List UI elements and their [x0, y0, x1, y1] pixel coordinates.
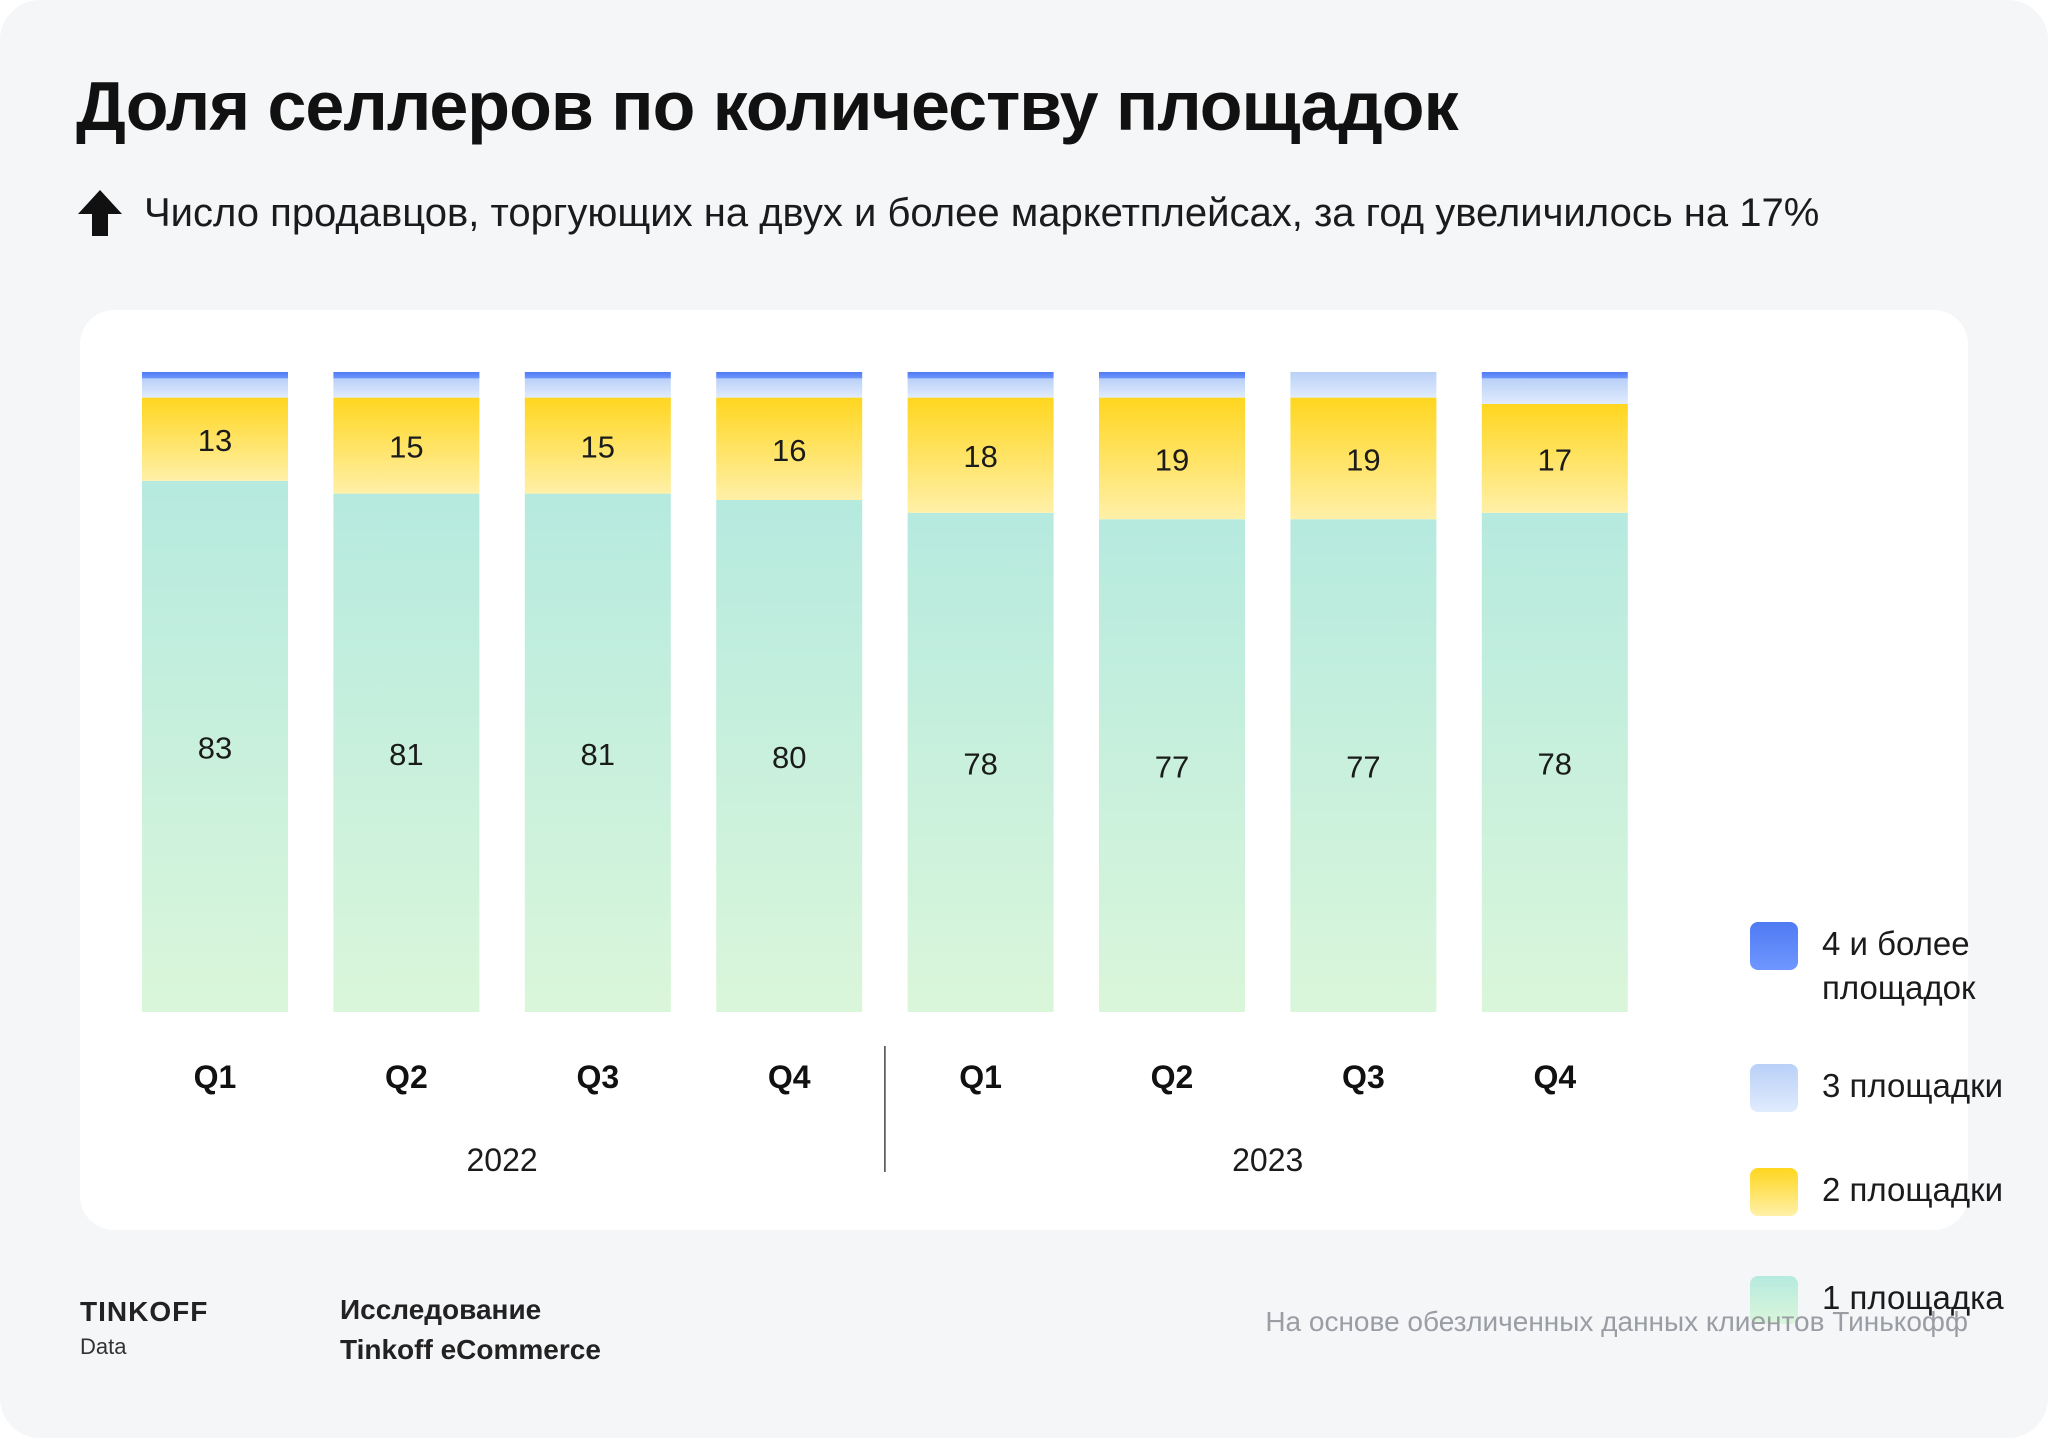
stacked-bar-chart: 83 13 Q1 81 15 Q2 81 15 Q3 80 16 Q4 78 18 Q1 77 19 Q2 77 19…: [142, 372, 1628, 1178]
legend-swatch-4plus: [1750, 922, 1798, 970]
legend-label-4plus: 4 и более площадок: [1822, 925, 1976, 1006]
bar-segment-q2-2023-s2: [1099, 397, 1245, 520]
legend-swatch-2: [1750, 1168, 1798, 1216]
bar-segment-q1-2023-s2: [907, 397, 1054, 513]
bar-segment-q2-2022-s4: [333, 372, 480, 379]
data-label-2-площадки: 19: [1346, 442, 1380, 477]
data-label-2-площадки: 19: [1155, 442, 1189, 477]
bar-segment-q1-2023-s3: [907, 378, 1054, 398]
bar-segment-q4-2022-s4: [716, 372, 863, 379]
bar-segment-q3-2022-s4: [524, 372, 671, 379]
data-label-2-площадки: 17: [1538, 442, 1572, 477]
year-group-label: 2022: [467, 1142, 538, 1178]
bar-segment-q2-2022-s3: [333, 378, 480, 398]
bar-segment-q3-2023-s1: [1290, 519, 1437, 1012]
legend-label-1: 1 площадка: [1822, 1279, 2004, 1316]
data-label-1-площадка: 80: [772, 740, 806, 775]
x-tick-label: Q1: [194, 1059, 237, 1095]
legend-label-3: 3 площадки: [1822, 1067, 2004, 1104]
legend-label-2: 2 площадки: [1822, 1171, 2004, 1208]
subtitle: Число продавцов, торгующих на двух и бол…: [144, 190, 1820, 235]
bar-segment-q2-2023-s3: [1099, 378, 1245, 398]
x-tick-label: Q3: [576, 1059, 619, 1095]
bar-segment-q1-2022-s1: [142, 480, 288, 1012]
data-label-2-площадки: 13: [198, 423, 232, 458]
bar-segment-q3-2023-s3: [1290, 372, 1437, 398]
bar-segment-q1-2023-s4: [907, 372, 1054, 379]
bar-segment-q4-2023-s1: [1481, 512, 1628, 1012]
bar-segment-q4-2022-s2: [716, 397, 863, 500]
x-tick-label: Q1: [959, 1059, 1002, 1095]
bar-segment-q1-2023-s1: [907, 512, 1054, 1012]
study-line-1: Исследование: [340, 1294, 542, 1325]
study-line-2: Tinkoff eCommerce: [340, 1334, 601, 1365]
legend-swatch-3: [1750, 1064, 1798, 1112]
chart-card: 83 13 Q1 81 15 Q2 81 15 Q3 80 16 Q4 78 18 Q1 77 19 Q2 77 19…: [80, 310, 2004, 1324]
year-group-label: 2023: [1232, 1142, 1303, 1178]
data-label-1-площадка: 81: [389, 737, 423, 772]
bar-segment-q2-2023-s4: [1099, 372, 1245, 379]
data-label-1-площадка: 83: [198, 730, 232, 765]
data-label-1-площадка: 81: [581, 737, 615, 772]
bar-segment-q4-2023-s4: [1481, 372, 1628, 379]
data-label-2-площадки: 15: [581, 430, 615, 465]
bar-segment-q2-2022-s1: [333, 493, 480, 1013]
bar-segment-q4-2022-s1: [716, 500, 863, 1012]
legend-item-3: 3 площадки: [1750, 1064, 2032, 1112]
footer-note: На основе обезличенных данных клиентов Т…: [1265, 1306, 1968, 1337]
bar-segment-q2-2023-s1: [1099, 519, 1245, 1012]
x-tick-label: Q2: [385, 1059, 428, 1095]
data-label-2-площадки: 18: [963, 439, 997, 474]
x-tick-label: Q2: [1151, 1059, 1194, 1095]
bar-segment-q1-2022-s3: [142, 378, 288, 398]
page-title: Доля селлеров по количеству площадок: [76, 67, 1459, 145]
legend-item-4plus: 4 и более площадок: [1750, 922, 2032, 1010]
bar-segment-q4-2023-s2: [1481, 404, 1628, 513]
brand-sub: Data: [80, 1334, 127, 1359]
data-label-1-площадка: 78: [963, 746, 997, 781]
footer-study: Исследование Tinkoff eCommerce: [340, 1290, 601, 1370]
x-tick-label: Q4: [1533, 1059, 1576, 1095]
arrow-up-icon: [78, 190, 122, 236]
data-label-1-площадка: 77: [1346, 750, 1380, 785]
bar-segment-q3-2022-s2: [524, 397, 671, 494]
data-label-2-площадки: 16: [772, 433, 806, 468]
x-tick-label: Q4: [768, 1059, 811, 1095]
data-label-1-площадка: 78: [1538, 746, 1572, 781]
legend-swatch-1: [1750, 1276, 1798, 1324]
bar-segment-q4-2022-s3: [716, 378, 863, 398]
bar-segment-q4-2023-s3: [1481, 378, 1628, 404]
bar-segment-q1-2022-s2: [142, 397, 288, 481]
legend-item-2: 2 площадки: [1750, 1168, 2032, 1216]
bar-segment-q2-2022-s2: [333, 397, 480, 494]
data-label-1-площадка: 77: [1155, 750, 1189, 785]
bar-segment-q3-2022-s3: [524, 378, 671, 398]
x-tick-label: Q3: [1342, 1059, 1385, 1095]
legend-item-1: 1 площадка: [1750, 1276, 2032, 1324]
subtitle-row: Число продавцов, торгующих на двух и бол…: [76, 188, 1819, 238]
brand-logo: TINKOFF: [80, 1296, 209, 1327]
bar-segment-q3-2022-s1: [524, 493, 671, 1013]
bar-segment-q1-2022-s4: [142, 372, 288, 379]
bar-segment-q3-2023-s2: [1290, 397, 1437, 520]
footer-brand: TINKOFF Data: [80, 1296, 208, 1360]
data-label-2-площадки: 15: [389, 430, 423, 465]
